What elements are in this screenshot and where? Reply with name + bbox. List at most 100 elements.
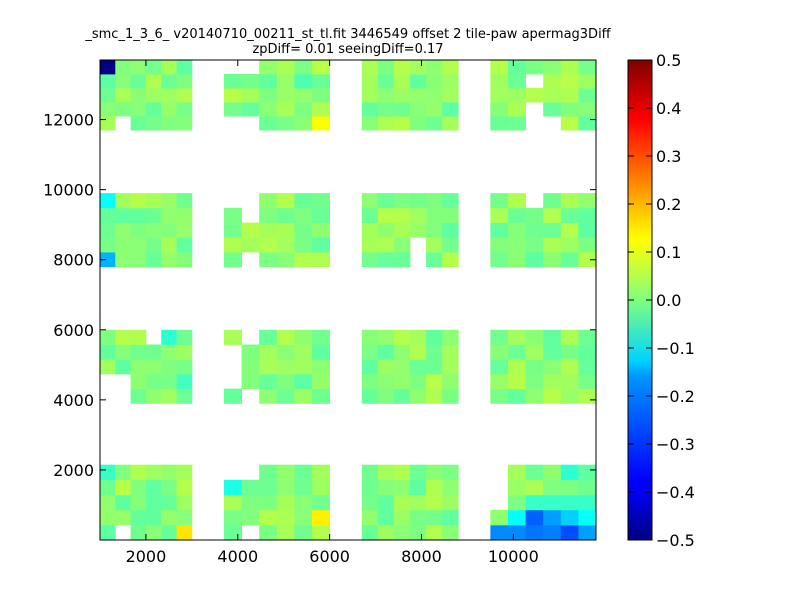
heatmap-cell xyxy=(578,509,597,526)
heatmap-cell xyxy=(276,494,295,511)
heatmap-cell xyxy=(276,74,295,89)
heatmap-cell xyxy=(426,252,443,268)
colorbar-tick-label: 0.5 xyxy=(656,51,681,70)
x-axis: 2000 4000 6000 8000 10000 xyxy=(126,60,539,566)
heatmap-cell xyxy=(426,207,443,223)
heatmap-cell xyxy=(507,388,526,404)
heatmap-cell xyxy=(176,102,193,117)
heatmap-cell xyxy=(145,116,162,131)
heatmap-cell xyxy=(115,359,132,375)
heatmap-cell xyxy=(393,359,411,375)
heatmap-cell xyxy=(490,252,509,268)
heatmap-cell xyxy=(543,509,562,526)
heatmap-cell xyxy=(176,344,193,360)
heatmap-cell xyxy=(442,74,459,89)
heatmap-cell xyxy=(145,464,162,481)
heatmap-cell xyxy=(161,329,177,345)
x-tick-label: 4000 xyxy=(217,547,258,566)
heatmap-cell xyxy=(312,464,331,481)
heatmap-cell xyxy=(543,60,562,75)
heatmap-cell xyxy=(393,193,411,209)
heatmap-cell xyxy=(161,60,177,75)
heatmap-cell xyxy=(560,237,579,253)
heatmap-cell xyxy=(224,222,242,238)
heatmap-cell xyxy=(410,116,427,131)
heatmap-cell xyxy=(377,60,395,75)
heatmap-cell xyxy=(130,102,147,117)
heatmap-cell xyxy=(377,252,395,268)
heatmap-cell xyxy=(176,193,193,209)
heatmap-cell xyxy=(176,373,193,390)
heatmap-cell xyxy=(507,222,526,238)
heatmap-cell xyxy=(442,479,459,496)
heatmap-cell xyxy=(145,344,162,360)
heatmap-cell xyxy=(259,60,278,75)
heatmap-cell xyxy=(393,252,411,268)
heatmap-cell xyxy=(410,344,427,360)
heatmap-cell xyxy=(560,373,579,390)
heatmap-cell xyxy=(442,207,459,223)
heatmap-cell xyxy=(224,252,242,268)
heatmap-cell xyxy=(377,116,395,131)
colorbar-tick-label: 0.4 xyxy=(656,99,681,118)
colorbar-tick-label: 0.1 xyxy=(656,243,681,262)
heatmap-cell xyxy=(259,207,278,223)
heatmap-cell xyxy=(377,388,395,404)
heatmap-cell xyxy=(161,494,177,511)
heatmap-cell xyxy=(393,116,411,131)
heatmap-cell xyxy=(100,479,116,496)
heatmap-cell xyxy=(525,509,544,526)
heatmap-cell xyxy=(100,88,116,103)
heatmap-cell xyxy=(543,222,562,238)
heatmap-cell xyxy=(115,509,132,526)
heatmap-cell xyxy=(442,388,459,404)
heatmap-cell xyxy=(176,524,193,541)
heatmap-cell xyxy=(312,193,331,209)
heatmap-cell xyxy=(294,252,313,268)
heatmap-cell xyxy=(578,464,597,481)
colorbar-tick-label: −0.4 xyxy=(656,483,695,502)
heatmap-cell xyxy=(176,329,193,345)
heatmap-cell xyxy=(377,494,395,511)
heatmap-cell xyxy=(393,494,411,511)
heatmap-cell xyxy=(161,252,177,268)
heatmap-cell xyxy=(259,88,278,103)
heatmap-cell xyxy=(161,88,177,103)
heatmap-cell xyxy=(490,74,509,89)
heatmap-cell xyxy=(525,207,544,223)
heatmap-cell xyxy=(507,74,526,89)
heatmap-cell xyxy=(560,88,579,103)
heatmap-cell xyxy=(130,464,147,481)
heatmap-cell xyxy=(312,359,331,375)
heatmap-cell xyxy=(259,237,278,253)
heatmap-cell xyxy=(130,524,147,541)
heatmap-cell xyxy=(393,524,411,541)
heatmap-cell xyxy=(130,237,147,253)
heatmap-cell xyxy=(161,509,177,526)
x-tick-label: 8000 xyxy=(401,547,442,566)
heatmap-cell xyxy=(525,252,544,268)
heatmap-cell xyxy=(259,479,278,496)
heatmap-cell xyxy=(100,74,116,89)
heatmap-cell xyxy=(560,388,579,404)
heatmap-cell xyxy=(161,359,177,375)
heatmap-cell xyxy=(507,237,526,253)
heatmap-cell xyxy=(507,464,526,481)
heatmap-cell xyxy=(543,344,562,360)
heatmap-cell xyxy=(100,193,116,209)
heatmap-cell xyxy=(377,524,395,541)
heatmap-cell xyxy=(294,464,313,481)
heatmap-cell xyxy=(377,237,395,253)
heatmap-cell xyxy=(410,359,427,375)
heatmap-cell xyxy=(130,193,147,209)
heatmap-cell xyxy=(259,193,278,209)
heatmap-cell xyxy=(426,88,443,103)
heatmap-cell xyxy=(361,344,379,360)
heatmap-cell xyxy=(377,464,395,481)
heatmap-cell xyxy=(145,222,162,238)
heatmap-cell xyxy=(312,479,331,496)
heatmap-cell xyxy=(259,388,278,404)
heatmap-cell xyxy=(393,237,411,253)
heatmap-cell xyxy=(259,494,278,511)
